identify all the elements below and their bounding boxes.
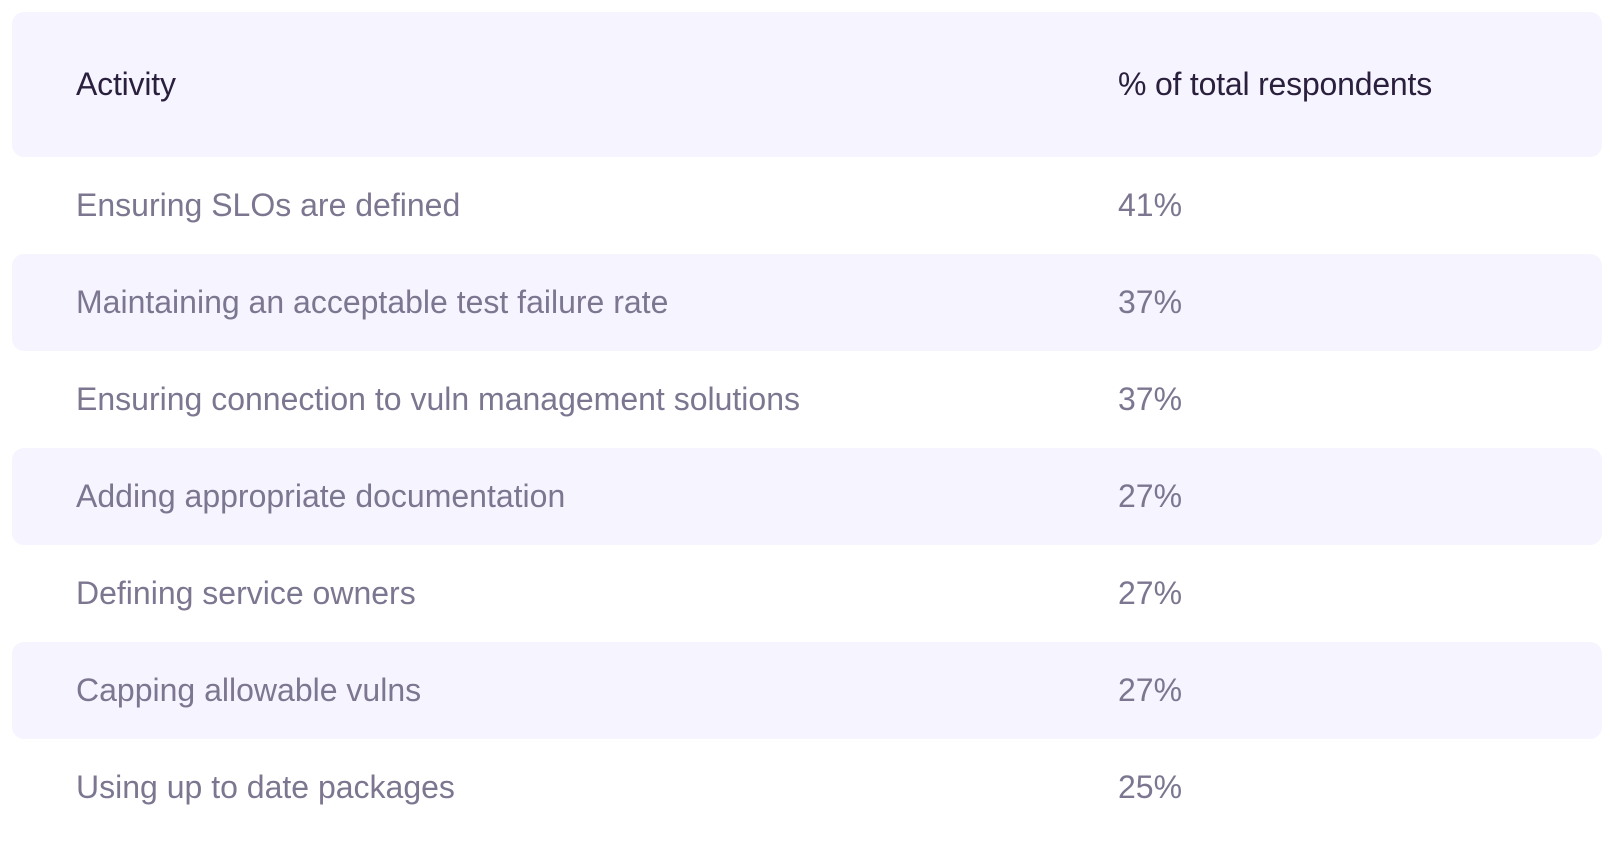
table-row: Maintaining an acceptable test failure r… — [12, 254, 1602, 351]
row-percent: 41% — [1118, 187, 1183, 223]
table-row: Adding appropriate documentation 27% — [12, 448, 1602, 545]
row-activity: Using up to date packages — [76, 769, 455, 805]
row-percent: 37% — [1118, 284, 1183, 320]
row-activity: Ensuring SLOs are defined — [76, 187, 461, 223]
row-percent: 27% — [1118, 478, 1183, 514]
header-activity: Activity — [76, 66, 176, 102]
row-percent: 25% — [1118, 769, 1183, 805]
row-activity: Adding appropriate documentation — [76, 478, 566, 514]
table-row: Using up to date packages 25% — [12, 739, 1602, 836]
row-percent: 27% — [1118, 672, 1183, 708]
row-activity: Defining service owners — [76, 575, 416, 611]
row-activity: Ensuring connection to vuln management s… — [76, 381, 800, 417]
table-row: Ensuring SLOs are defined 41% — [12, 157, 1602, 254]
row-percent: 37% — [1118, 381, 1183, 417]
row-activity: Capping allowable vulns — [76, 672, 422, 708]
row-activity: Maintaining an acceptable test failure r… — [76, 284, 669, 320]
table-row: Defining service owners 27% — [12, 545, 1602, 642]
row-percent: 27% — [1118, 575, 1183, 611]
header-percent: % of total respondents — [1118, 66, 1433, 102]
activity-table: Activity % of total respondents Ensuring… — [12, 12, 1602, 836]
table-header: Activity % of total respondents — [12, 12, 1602, 157]
table-row: Ensuring connection to vuln management s… — [12, 351, 1602, 448]
table-row: Capping allowable vulns 27% — [12, 642, 1602, 739]
